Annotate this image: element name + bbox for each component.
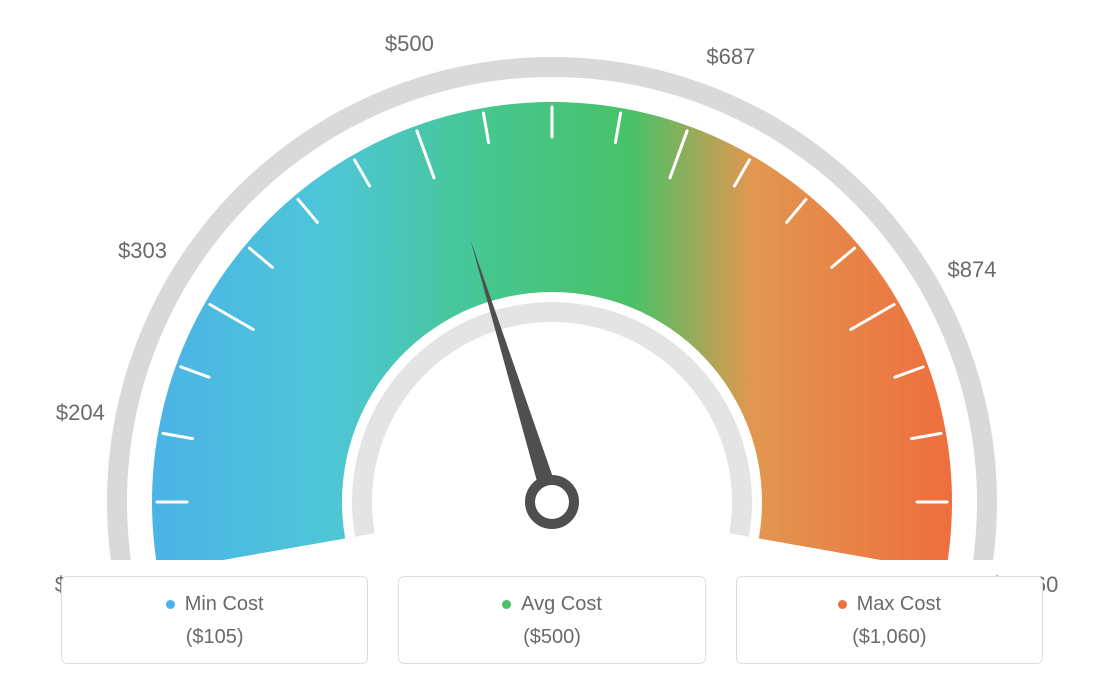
legend-title-text: Min Cost bbox=[185, 593, 264, 616]
legend-title-avg: Avg Cost bbox=[502, 593, 602, 616]
legend-card-avg: Avg Cost ($500) bbox=[398, 576, 705, 664]
gauge-chart: $105$204$303$500$687$874$1,060 bbox=[0, 0, 1104, 560]
dot-icon bbox=[838, 600, 847, 609]
gauge-tick-label: $500 bbox=[385, 31, 434, 57]
legend-title-text: Max Cost bbox=[857, 593, 941, 616]
legend-value-min: ($105) bbox=[72, 626, 357, 649]
legend-row: Min Cost ($105) Avg Cost ($500) Max Cost… bbox=[61, 576, 1043, 664]
legend-value-max: ($1,060) bbox=[747, 626, 1032, 649]
legend-card-min: Min Cost ($105) bbox=[61, 576, 368, 664]
legend-value-avg: ($500) bbox=[409, 626, 694, 649]
gauge-tick-label: $874 bbox=[947, 257, 996, 283]
gauge-tick-label: $687 bbox=[706, 44, 755, 70]
gauge-svg bbox=[0, 0, 1104, 560]
legend-card-max: Max Cost ($1,060) bbox=[736, 576, 1043, 664]
legend-title-text: Avg Cost bbox=[521, 593, 602, 616]
legend-title-min: Min Cost bbox=[166, 593, 264, 616]
dot-icon bbox=[502, 600, 511, 609]
gauge-tick-label: $204 bbox=[56, 400, 105, 426]
gauge-tick-label: $303 bbox=[118, 238, 167, 264]
legend-title-max: Max Cost bbox=[838, 593, 941, 616]
dot-icon bbox=[166, 600, 175, 609]
